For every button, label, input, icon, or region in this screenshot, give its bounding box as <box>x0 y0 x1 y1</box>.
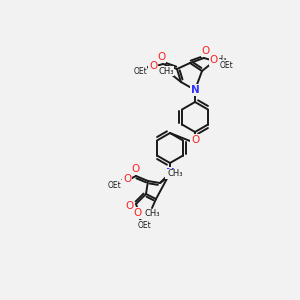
Text: OEt: OEt <box>133 67 147 76</box>
Text: O: O <box>149 61 157 71</box>
Text: O: O <box>125 201 133 211</box>
Text: CH₃: CH₃ <box>167 169 183 178</box>
Text: N: N <box>190 85 200 95</box>
Text: N: N <box>166 168 174 178</box>
Text: OEt: OEt <box>108 181 122 190</box>
Text: O: O <box>210 55 218 65</box>
Text: CH₃: CH₃ <box>144 209 160 218</box>
Text: O: O <box>123 174 131 184</box>
Text: O: O <box>191 135 199 145</box>
Text: CH₃: CH₃ <box>211 56 227 64</box>
Text: O: O <box>131 164 139 174</box>
Text: OEt: OEt <box>220 61 234 70</box>
Text: OEt: OEt <box>137 220 151 230</box>
Text: O: O <box>134 208 142 218</box>
Text: O: O <box>202 46 210 56</box>
Text: CH₃: CH₃ <box>158 67 174 76</box>
Text: O: O <box>157 52 165 62</box>
